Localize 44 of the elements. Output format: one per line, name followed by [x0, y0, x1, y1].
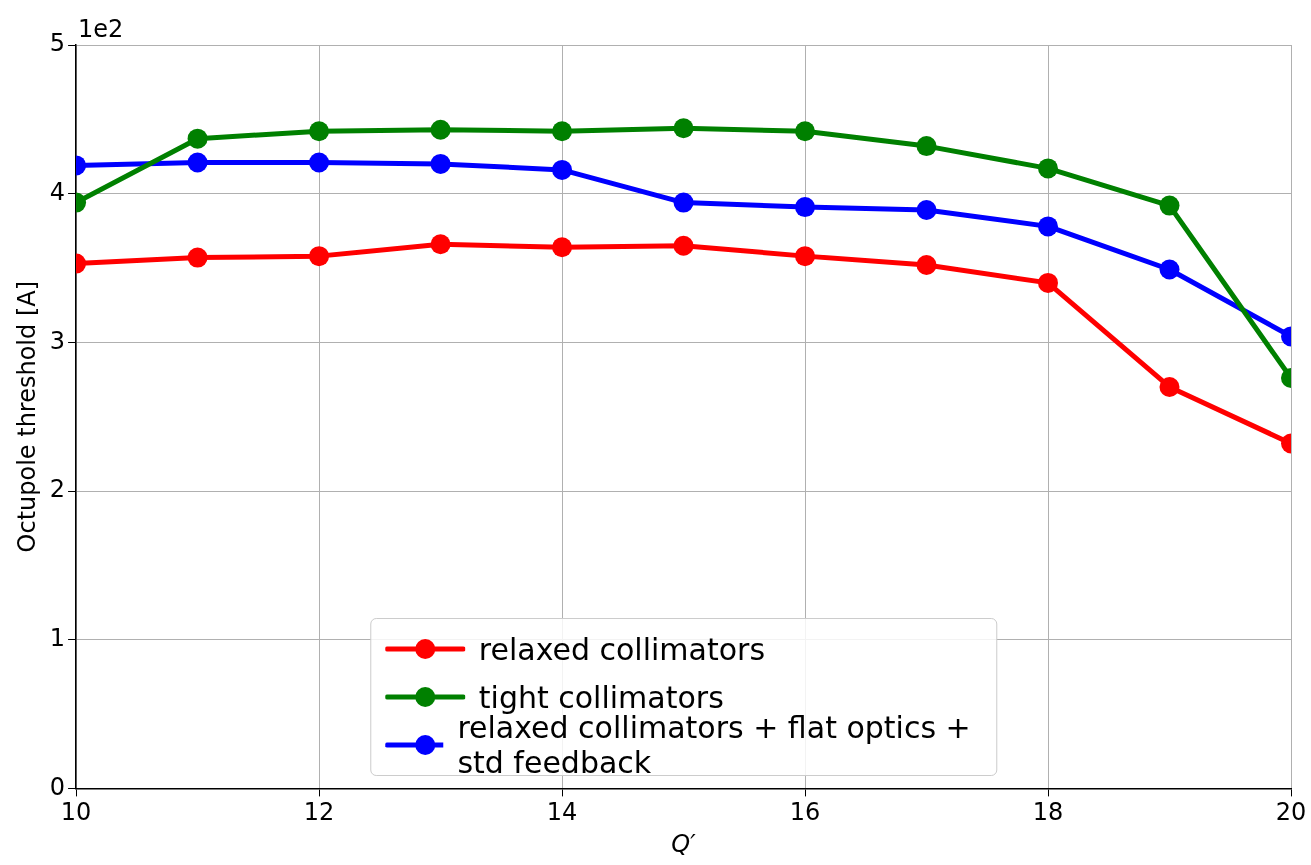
x-tick-label: 14	[546, 798, 578, 827]
point	[1038, 272, 1059, 293]
point	[916, 255, 937, 276]
point	[673, 118, 694, 139]
point	[1038, 158, 1059, 179]
point	[795, 121, 816, 142]
point	[1159, 376, 1180, 397]
point	[552, 121, 573, 142]
point	[309, 121, 330, 142]
y-tick-label: 1	[49, 623, 66, 652]
point	[430, 153, 451, 174]
point	[1159, 195, 1180, 216]
x-tick-label: 16	[789, 798, 821, 827]
point	[673, 192, 694, 213]
point	[309, 246, 330, 267]
text: 1e2	[78, 15, 124, 44]
point	[1159, 259, 1180, 280]
x-tick-label: 10	[60, 798, 92, 827]
point	[430, 119, 451, 140]
legend-label: tight collimators	[478, 679, 724, 715]
x-tick-label: 18	[1032, 798, 1064, 827]
point	[916, 200, 937, 221]
point	[187, 152, 208, 173]
x-tick-label: 20	[1275, 798, 1307, 827]
y-tick-label: 2	[49, 475, 66, 504]
x-axis-title: Q′	[671, 829, 697, 858]
point	[795, 197, 816, 218]
x-tick-label: 12	[303, 798, 335, 827]
point	[795, 246, 816, 267]
point	[309, 152, 330, 173]
point	[1038, 216, 1059, 237]
legend-label: relaxed collimators	[478, 631, 766, 667]
y-tick-label: 4	[49, 177, 66, 206]
point	[552, 159, 573, 180]
y-tick-label: 0	[49, 772, 66, 801]
y-axis-title: Octupole threshold [A]	[12, 280, 41, 553]
point	[673, 235, 694, 256]
y-tick-label: 5	[49, 29, 66, 58]
point	[552, 237, 573, 258]
y-tick-label: 3	[49, 326, 66, 355]
point	[916, 136, 937, 157]
point	[430, 234, 451, 255]
point	[187, 128, 208, 149]
point	[187, 247, 208, 268]
